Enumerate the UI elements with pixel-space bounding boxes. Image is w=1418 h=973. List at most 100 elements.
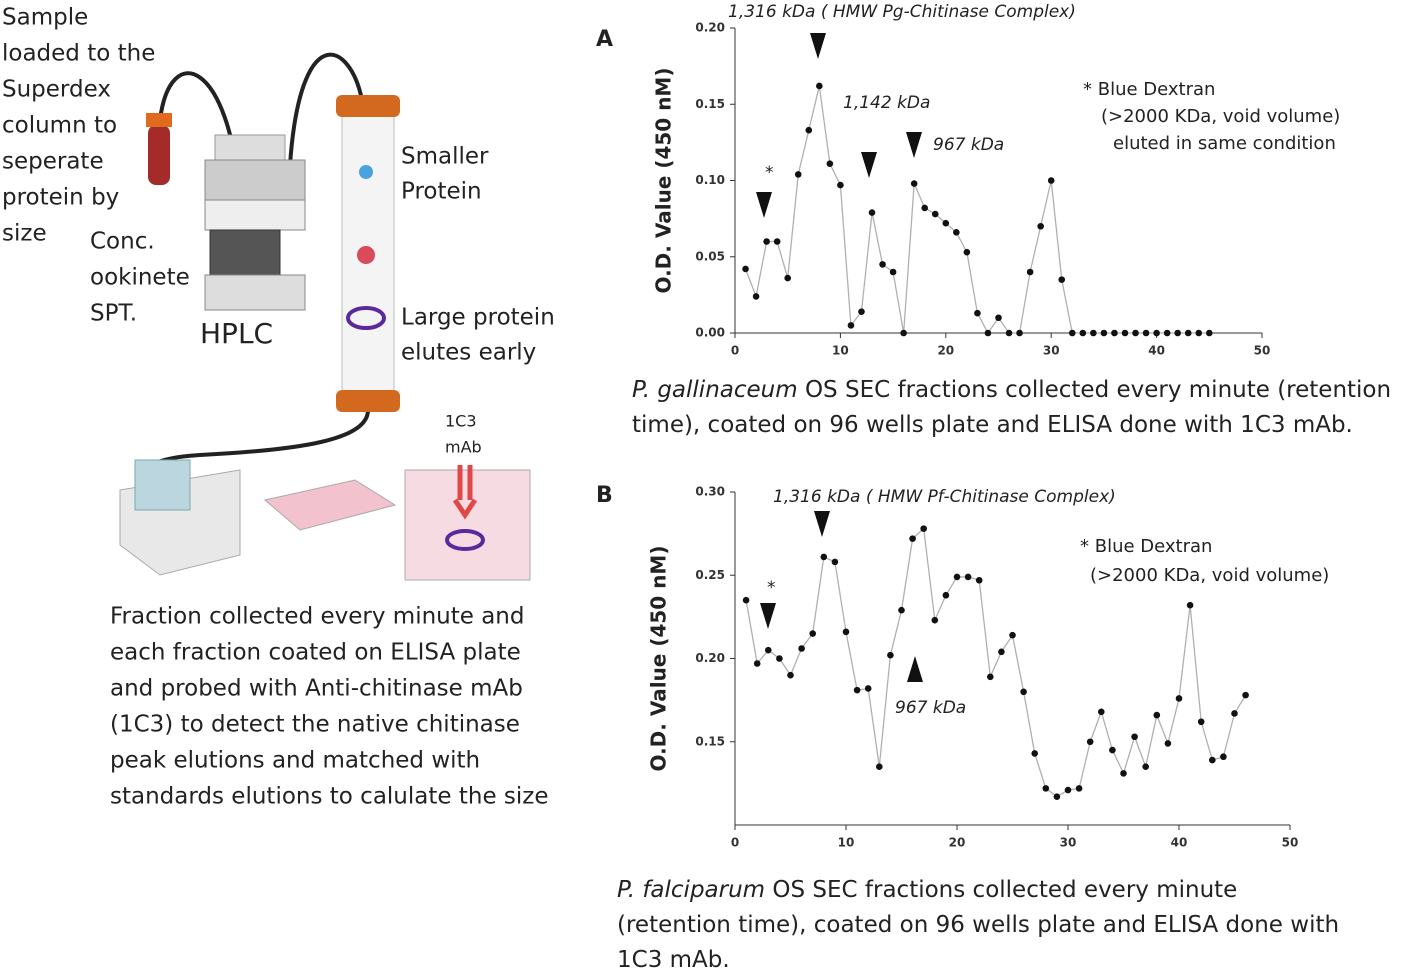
data-point	[753, 660, 761, 667]
data-point	[879, 261, 886, 268]
data-point	[816, 82, 823, 90]
diagram-text: and probed with Anti-chitinase mAb	[110, 676, 523, 702]
data-point	[920, 525, 927, 532]
diagram-text: size	[2, 221, 47, 247]
data-point	[1242, 691, 1249, 699]
data-point	[1020, 688, 1027, 696]
data-point	[1100, 329, 1108, 337]
data-point	[1053, 793, 1061, 800]
y-axis-title: O.D. Value (450 nM)	[647, 546, 671, 772]
data-point	[1132, 329, 1139, 337]
data-point	[784, 274, 791, 282]
annotation: 1,316 kDa ( HMW Pg-Chitinase Complex)	[728, 2, 1076, 22]
data-point	[898, 606, 905, 614]
diagram-text: column to	[2, 113, 117, 139]
diagram-text: Superdex	[2, 77, 111, 103]
hplc-module	[209, 229, 281, 276]
data-point	[1163, 329, 1171, 337]
data-point	[953, 573, 961, 581]
diagram-text: peak elutions and matched with	[110, 748, 480, 774]
data-point	[1111, 329, 1118, 337]
panel-letter: A	[596, 27, 613, 52]
data-point	[900, 329, 907, 337]
diagram-text: Fraction collected every minute and	[110, 604, 524, 630]
data-point	[742, 596, 750, 604]
data-point	[931, 616, 939, 624]
data-point	[1079, 329, 1087, 337]
data-point	[794, 171, 802, 178]
data-point	[809, 630, 816, 637]
data-point	[963, 248, 971, 256]
annotation: *	[765, 163, 774, 183]
diagram-text: mAb	[445, 438, 482, 457]
data-point	[1075, 785, 1083, 792]
data-point	[1121, 329, 1129, 337]
x-tick-label: 30	[1060, 836, 1077, 850]
note: * Blue Dextran	[1083, 79, 1215, 100]
data-point	[1175, 695, 1183, 702]
sample-tube	[148, 125, 170, 185]
arrowhead	[907, 656, 923, 682]
x-tick-label: 30	[1043, 344, 1060, 358]
hplc-label: HPLC	[200, 317, 273, 350]
note: * Blue Dextran	[1080, 536, 1212, 557]
data-point	[847, 322, 855, 329]
x-tick-label: 10	[832, 344, 849, 358]
data-point	[787, 671, 794, 679]
data-point	[998, 648, 1005, 656]
caption: (retention time), coated on 96 wells pla…	[617, 912, 1339, 938]
data-point	[974, 309, 981, 317]
data-point	[1016, 329, 1023, 337]
data-point	[1231, 710, 1238, 717]
data-point	[1042, 785, 1050, 792]
caption-text: (retention time), coated on 96 wells pla…	[617, 912, 1339, 938]
data-point	[1142, 329, 1150, 337]
y-tick-label: 0.05	[695, 249, 725, 263]
diagram-text: (1C3) to detect the native chitinase	[110, 712, 520, 738]
data-point	[1220, 753, 1227, 761]
column-cap	[336, 390, 400, 412]
arrowhead	[861, 152, 877, 178]
data-point	[1174, 329, 1181, 337]
data-point	[1047, 177, 1055, 184]
diagram-text: Conc.	[90, 229, 155, 255]
annotation: *	[767, 578, 776, 598]
diagram-text: elutes early	[401, 340, 536, 366]
mid-protein	[357, 246, 375, 264]
x-tick-label: 0	[731, 344, 739, 358]
data-point	[942, 591, 950, 599]
data-point	[1186, 601, 1194, 609]
diagram-text: Large protein	[401, 305, 555, 331]
data-point	[1206, 329, 1213, 337]
annotation: 967 kDa	[933, 135, 1004, 155]
data-point	[1131, 733, 1138, 741]
data-point	[921, 204, 929, 212]
caption: time), coated on 96 wells plate and ELIS…	[632, 412, 1353, 438]
diagram-text: 1C3	[445, 412, 477, 431]
data-point	[953, 229, 960, 236]
x-tick-label: 10	[838, 836, 855, 850]
data-point	[889, 268, 897, 276]
data-point	[1009, 631, 1016, 639]
data-point	[1184, 329, 1192, 337]
y-tick-label: 0.25	[695, 568, 725, 582]
data-point	[837, 181, 844, 189]
arrowhead	[906, 132, 922, 158]
data-point	[1068, 329, 1076, 337]
data-point	[1195, 329, 1203, 337]
small-protein	[359, 165, 373, 179]
data-point	[1005, 329, 1013, 337]
diagram-text: SPT.	[90, 301, 137, 327]
data-point	[1197, 718, 1205, 726]
y-tick-label: 0.20	[695, 651, 725, 665]
data-point	[773, 238, 781, 245]
diagram-text: protein by	[2, 185, 119, 211]
annotation: 967 kDa	[895, 698, 966, 718]
hplc-module	[204, 274, 306, 311]
x-tick-label: 40	[1148, 344, 1165, 358]
diagram-art	[119, 52, 531, 581]
panel-letter: B	[596, 483, 613, 508]
y-axis-title: O.D. Value (450 nM)	[652, 68, 676, 294]
data-point	[1164, 740, 1172, 747]
diagram-text: loaded to the	[2, 41, 155, 67]
